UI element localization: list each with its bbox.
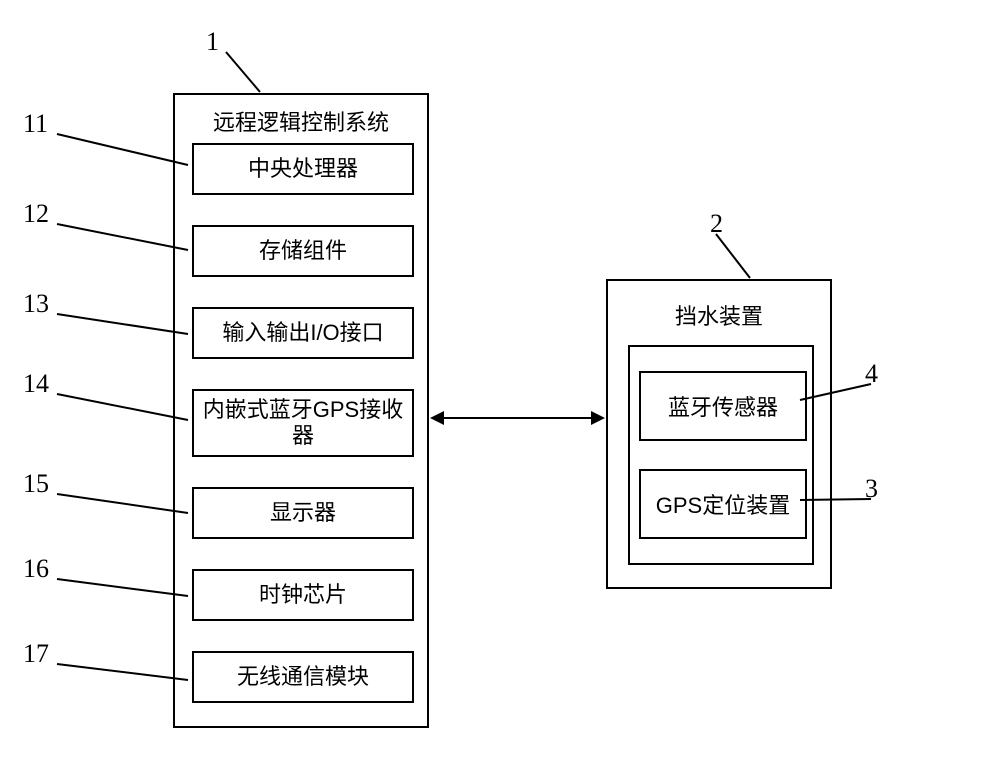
svg-text:16: 16 (23, 554, 49, 583)
svg-text:14: 14 (23, 369, 49, 398)
svg-text:2: 2 (710, 209, 723, 238)
svg-text:1: 1 (206, 27, 219, 56)
svg-text:17: 17 (23, 639, 49, 668)
svg-text:13: 13 (23, 289, 49, 318)
diagram-canvas: 远程逻辑控制系统 中央处理器存储组件输入输出I/O接口内嵌式蓝牙GPS接收器显示… (0, 0, 1000, 783)
svg-text:4: 4 (865, 359, 878, 388)
svg-text:11: 11 (23, 109, 48, 138)
svg-text:3: 3 (865, 474, 878, 503)
overlay-svg: 111121314151617243 (0, 0, 1000, 783)
svg-text:12: 12 (23, 199, 49, 228)
svg-text:15: 15 (23, 469, 49, 498)
